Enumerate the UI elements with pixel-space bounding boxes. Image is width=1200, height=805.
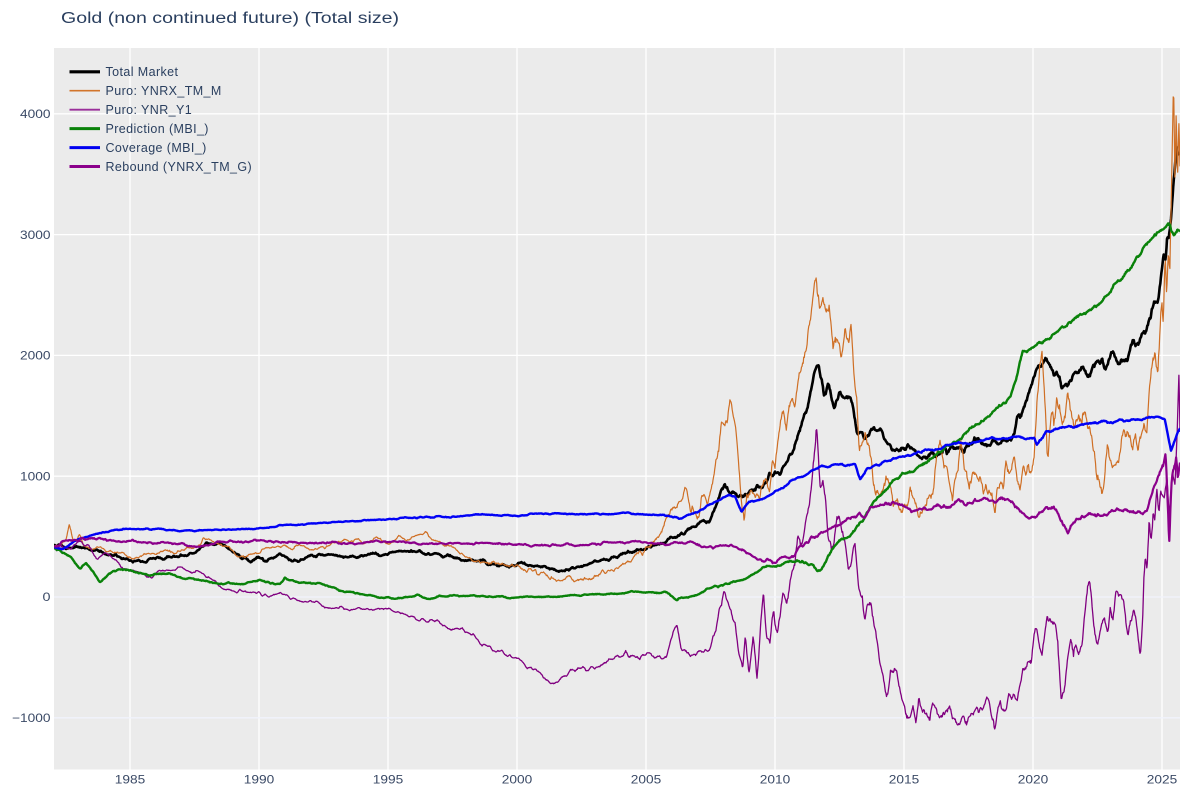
- svg-text:−1000: −1000: [12, 711, 51, 725]
- svg-text:1985: 1985: [115, 773, 146, 787]
- svg-text:3000: 3000: [20, 228, 51, 242]
- svg-text:2000: 2000: [20, 349, 51, 363]
- svg-text:4000: 4000: [20, 107, 51, 121]
- svg-text:2010: 2010: [760, 773, 791, 787]
- svg-text:0: 0: [43, 590, 51, 604]
- svg-text:2025: 2025: [1147, 773, 1178, 787]
- svg-text:1000: 1000: [20, 469, 51, 483]
- svg-text:Puro: YNRX_TM_M: Puro: YNRX_TM_M: [106, 84, 222, 98]
- svg-text:Coverage (MBI_): Coverage (MBI_): [106, 141, 207, 155]
- svg-text:Rebound (YNRX_TM_G): Rebound (YNRX_TM_G): [106, 160, 253, 174]
- svg-text:1995: 1995: [373, 773, 404, 787]
- svg-text:Prediction (MBI_): Prediction (MBI_): [106, 122, 209, 136]
- svg-text:Gold (non continued future) (T: Gold (non continued future) (Total size): [61, 10, 399, 27]
- svg-text:Puro: YNR_Y1: Puro: YNR_Y1: [106, 103, 193, 117]
- svg-text:Total Market: Total Market: [106, 65, 179, 79]
- svg-text:1990: 1990: [244, 773, 275, 787]
- svg-text:2005: 2005: [631, 773, 662, 787]
- svg-text:2020: 2020: [1018, 773, 1049, 787]
- svg-text:2015: 2015: [889, 773, 920, 787]
- svg-text:2000: 2000: [502, 773, 533, 787]
